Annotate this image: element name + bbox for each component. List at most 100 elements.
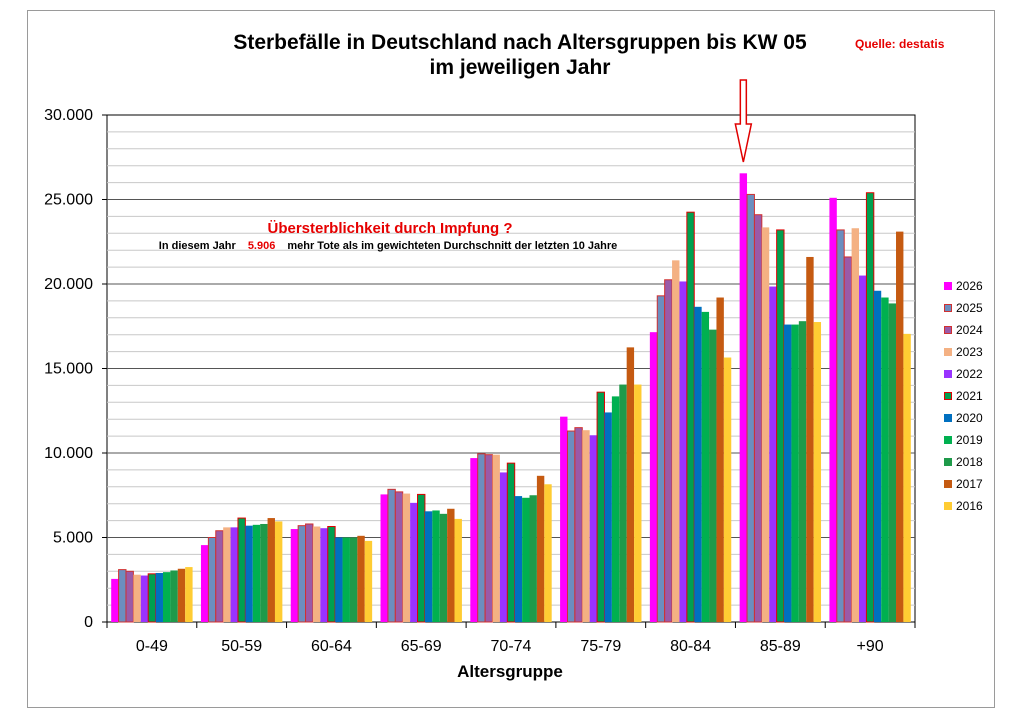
legend-swatch [944,304,952,312]
bar-2026-0-49 [111,578,119,622]
legend-swatch [944,502,952,510]
legend-label: 2016 [956,499,983,513]
bar-2018-80-84 [709,329,717,622]
legend-label: 2022 [956,367,983,381]
bar-2017-75-79 [626,347,635,622]
bar-2026-50-59 [200,545,209,622]
x-tick-label: 65-69 [401,638,442,655]
legend-swatch [944,370,952,378]
y-tick-label: 15.000 [44,361,93,378]
bar-2023-70-74 [492,454,500,622]
bar-2019-75-79 [611,396,620,622]
bar-2018-0-49 [170,570,178,622]
bar-2026-70-74 [470,458,478,622]
bar-2019-65-69 [432,510,440,622]
bar-2024-70-74 [484,454,494,623]
legend-label: 2023 [956,345,983,359]
x-tick-label: 0-49 [136,638,168,655]
bar-2026-85-89 [739,173,748,622]
legend-item: 2017 [944,473,983,495]
bar-2022-60-64 [320,528,328,622]
bar-2025-50-59 [207,537,217,623]
bar-2024-80-84 [664,279,673,623]
bar-2021-65-69 [417,493,426,623]
legend-swatch [944,414,952,422]
bar-2016-50-59 [274,521,283,622]
bar-2020-0-49 [155,572,163,622]
bar-2017-60-64 [357,535,365,622]
bar-2021-60-64 [327,526,336,623]
annotation-value: 5.906 [247,240,276,252]
bar-2024-60-64 [305,523,314,623]
legend-item: 2022 [944,363,983,385]
legend-label: 2019 [956,433,983,447]
bar-2017-0-49 [177,568,186,622]
x-axis-label: Altersgruppe [457,662,563,681]
bar-2016-0-49 [185,567,193,622]
annotation-prefix: In diesem Jahr [158,240,236,252]
y-tick-label: 5.000 [53,530,93,547]
bar-2018-+90 [888,303,897,622]
bar-2018-60-64 [349,537,358,622]
bar-2026-+90 [829,197,837,622]
x-tick-label: 80-84 [670,638,711,655]
bar-2017-+90 [896,231,904,623]
bar-2025-60-64 [297,525,307,623]
y-tick-label: 20.000 [44,276,93,293]
bar-2022-50-59 [230,527,238,622]
bar-2020-80-84 [694,306,702,622]
bar-2023-0-49 [133,574,141,622]
bar-2017-70-74 [536,475,545,622]
x-tick-label: 85-89 [760,638,801,655]
bar-2023-+90 [851,228,860,623]
legend-item: 2018 [944,451,983,473]
bar-2020-50-59 [245,525,253,622]
axis-layer: 0 5.000 10.000 15.000 20.000 25.000 30.000 0-49… [44,107,916,655]
bar-2022-75-79 [589,435,598,622]
bar-2025-+90 [836,229,845,623]
legend-swatch [944,436,952,444]
bar-2026-80-84 [649,332,658,622]
annotation-headline: Übersterblichkeit durch Impfung ? [267,220,513,237]
bar-2024-85-89 [753,214,763,623]
bar-2016-70-74 [544,484,552,622]
legend-swatch [944,282,952,290]
y-tick-label: 30.000 [44,107,93,124]
legend-swatch [944,348,952,356]
bar-2018-75-79 [619,384,627,622]
bar-2026-60-64 [290,529,299,622]
x-tick-label: 50-59 [221,638,262,655]
bar-2023-75-79 [582,430,590,622]
bar-2021-85-89 [776,229,785,623]
bar-2022-+90 [859,275,867,622]
bar-2023-50-59 [223,527,231,622]
bar-2021-+90 [865,192,875,623]
bar-2018-50-59 [260,523,268,622]
bar-2016-75-79 [634,384,642,622]
bar-2019-80-84 [701,311,710,622]
legend-item: 2024 [944,319,983,341]
bar-2018-70-74 [529,495,537,622]
bar-2025-65-69 [387,488,396,623]
bar-2021-0-49 [147,573,157,623]
bar-2026-65-69 [380,494,388,622]
y-tick-label: 25.000 [44,192,93,209]
legend-item: 2021 [944,385,983,407]
bar-2020-60-64 [335,537,343,622]
bar-2017-65-69 [447,508,455,622]
legend-label: 2021 [956,389,983,403]
legend-label: 2025 [956,301,983,315]
bar-2019-+90 [881,297,889,622]
legend-swatch [944,480,952,488]
bar-2020-+90 [873,290,882,622]
bar-2025-75-79 [566,430,576,623]
bar-2026-75-79 [560,416,568,622]
y-tick-label: 10.000 [44,445,93,462]
legend-item: 2026 [944,275,983,297]
bars-layer [111,173,911,623]
bar-2017-80-84 [716,297,724,622]
bar-2024-50-59 [215,530,224,623]
bar-2024-0-49 [125,570,134,623]
arrow-layer [734,79,753,163]
